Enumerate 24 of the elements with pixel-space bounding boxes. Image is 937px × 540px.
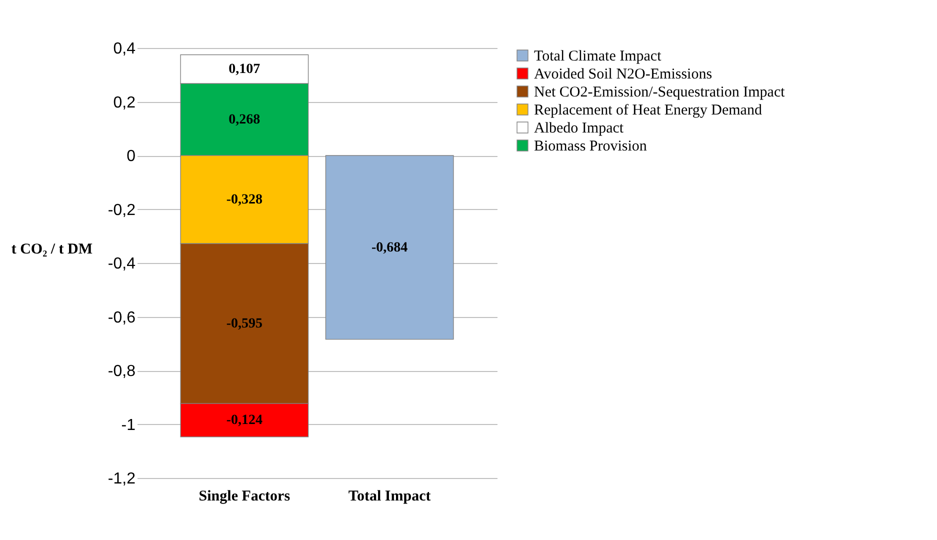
y-tick-label: 0,4 — [113, 40, 136, 58]
y-axis-title: t CO₂ / t DM — [11, 242, 92, 258]
data-label: -0,328 — [226, 192, 263, 208]
y-tick-label: -1 — [121, 416, 136, 434]
y-tick-label: -0,4 — [108, 256, 136, 272]
x-tick-label: Total Impact — [348, 488, 431, 504]
x-tick-label: Single Factors — [198, 488, 290, 504]
legend-label: Total Climate Impact — [534, 48, 662, 64]
legend-label: Net CO2-Emission/-Sequestration Impact — [534, 84, 786, 100]
data-label: 0,107 — [228, 62, 260, 78]
y-tick-label: -0,6 — [108, 309, 136, 326]
data-label: -0,124 — [226, 413, 263, 428]
y-tick-label: -0,2 — [108, 202, 136, 219]
y-tick-label: 0,2 — [113, 94, 136, 112]
data-label: -0,595 — [226, 316, 263, 332]
y-tick-label: 0 — [126, 148, 136, 165]
data-label: 0,268 — [228, 112, 260, 128]
legend-label: Replacement of Heat Energy Demand — [534, 102, 762, 118]
legend-label: Albedo Impact — [534, 120, 624, 136]
legend-label: Biomass Provision — [534, 138, 648, 154]
data-label: -0,684 — [371, 240, 408, 256]
y-tick-label: -0,8 — [108, 363, 136, 380]
y-tick-label: -1,2 — [108, 470, 136, 488]
legend-label: Avoided Soil N2O-Emissions — [534, 66, 712, 82]
